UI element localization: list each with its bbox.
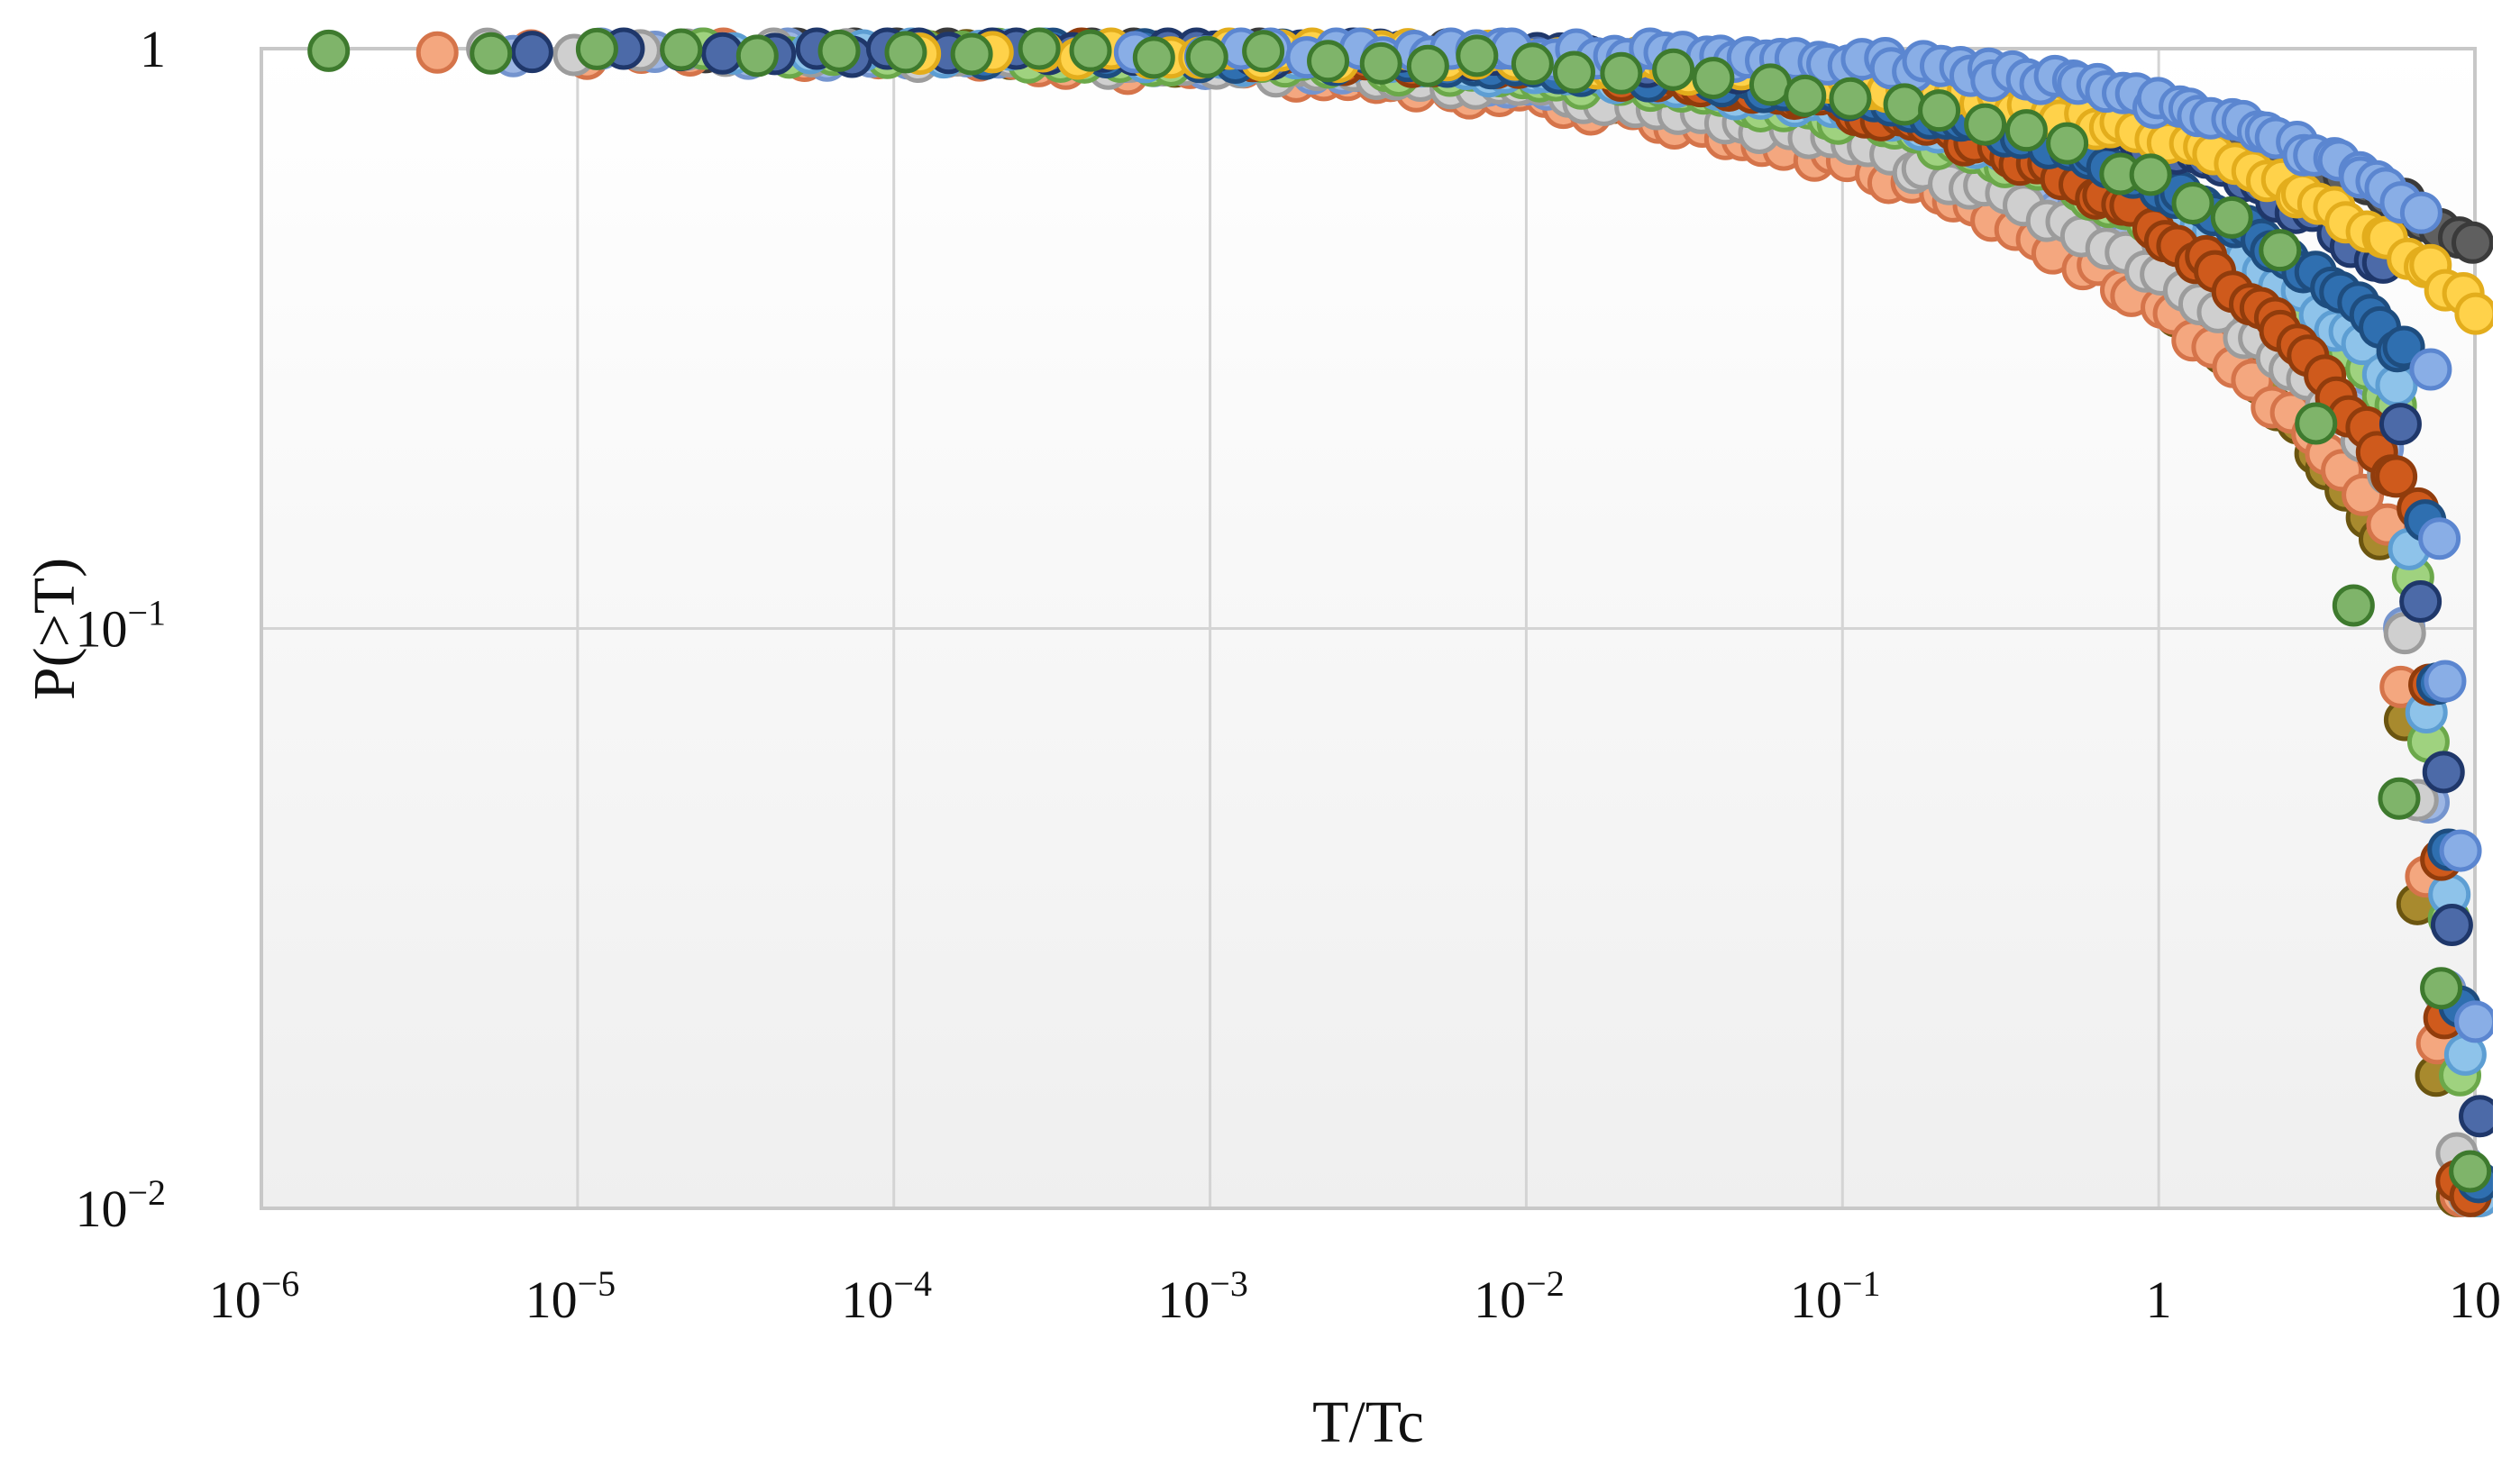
point-green-dark-edge-28 (2004, 109, 2048, 152)
point-navy-75 (2378, 403, 2422, 446)
point-green-dark-edge-5 (817, 29, 861, 72)
point-green-dark-edge-35 (2295, 402, 2338, 445)
point-cornflower-79 (2454, 1000, 2493, 1043)
point-green-dark-edge-26 (1918, 89, 1961, 132)
point-green-dark-edge-11 (1185, 35, 1228, 78)
x-tick-label-6: 1 (2146, 1270, 2172, 1329)
point-green-dark-edge-4 (735, 34, 779, 77)
y-tick-label-2: 10−2 (75, 1172, 166, 1238)
point-cornflower-74 (2399, 191, 2442, 234)
point-navy-77 (2422, 751, 2465, 794)
point-green-dark-edge-36 (2332, 584, 2375, 627)
point-green-dark-edge-18 (1552, 50, 1595, 94)
x-tick-label-5: 10−1 (1790, 1263, 1881, 1329)
point-orange-light-0 (415, 31, 459, 74)
point-green-dark-edge-19 (1600, 51, 1643, 95)
x-tick-label-4: 10−2 (1474, 1263, 1565, 1329)
point-green-dark-edge-9 (1069, 29, 1112, 72)
series-green-dark-edge (307, 27, 2492, 1193)
point-navy-79 (2459, 1095, 2493, 1138)
point-navy-3 (701, 32, 744, 75)
x-tick-label-0: 10−6 (209, 1263, 300, 1329)
point-cornflower-78 (2439, 829, 2482, 872)
point-green-dark-edge-8 (1018, 27, 1061, 70)
point-green-dark-edge-20 (1652, 48, 1695, 91)
point-green-dark-edge-12 (1242, 30, 1285, 73)
point-green-dark-edge-33 (2210, 196, 2253, 239)
point-green-dark-edge-37 (2378, 777, 2421, 820)
point-green-dark-edge-27 (1964, 103, 2007, 146)
x-tick-label-3: 10−3 (1157, 1263, 1248, 1329)
point-steel-blue-74 (2382, 325, 2425, 369)
point-green-dark-edge-21 (1692, 57, 1735, 100)
point-cornflower-76 (2418, 517, 2461, 560)
y-tick-label-1: 10−1 (75, 593, 166, 659)
point-green-dark-edge-0 (307, 29, 351, 72)
point-rust-73 (2375, 455, 2418, 498)
point-green-dark-edge-2 (575, 27, 618, 70)
point-green-dark-edge-17 (1511, 42, 1554, 86)
point-green-dark-edge-39 (2449, 1150, 2492, 1193)
point-yellow-79 (2454, 292, 2493, 335)
y-tick-labels: 1 10−1 10−2 (75, 20, 166, 1238)
point-green-dark-edge-25 (1883, 83, 1926, 126)
point-navy-0 (510, 31, 553, 74)
point-navy-76 (2399, 580, 2442, 624)
point-green-dark-edge-23 (1784, 74, 1827, 117)
point-green-dark-edge-34 (2259, 229, 2302, 272)
point-cornflower-75 (2409, 348, 2452, 391)
y-tick-label-0: 1 (140, 20, 166, 78)
data-points (307, 27, 2493, 1217)
x-tick-label-1: 10−5 (525, 1263, 616, 1329)
point-green-dark-edge-16 (1456, 34, 1499, 77)
point-green-dark-edge-1 (470, 32, 513, 75)
x-axis-title: T/Tc (1312, 1389, 1424, 1455)
point-green-dark-edge-6 (884, 31, 927, 74)
point-green-dark-edge-32 (2171, 181, 2214, 224)
point-dark-gray-69 (2451, 221, 2493, 264)
point-green-dark-edge-24 (1829, 77, 1872, 120)
x-tick-label-7: 10 (2449, 1270, 2501, 1329)
point-green-dark-edge-31 (2129, 153, 2172, 196)
y-axis-title: P(>T) (22, 558, 87, 700)
point-green-dark-edge-29 (2046, 122, 2089, 165)
point-green-dark-edge-3 (660, 28, 703, 71)
point-navy-78 (2430, 904, 2473, 947)
point-green-dark-edge-38 (2420, 967, 2463, 1010)
x-tick-labels: 10−6 10−5 10−4 10−3 10−2 10−1 1 10 (209, 1263, 2501, 1329)
point-green-dark-edge-10 (1132, 36, 1175, 79)
point-green-dark-edge-13 (1307, 40, 1350, 83)
x-tick-label-2: 10−4 (841, 1263, 932, 1329)
point-green-dark-edge-14 (1359, 41, 1402, 85)
point-green-dark-edge-22 (1748, 63, 1792, 106)
point-cornflower-77 (2424, 660, 2467, 703)
point-green-dark-edge-7 (950, 32, 993, 76)
point-green-dark-edge-15 (1406, 44, 1449, 87)
